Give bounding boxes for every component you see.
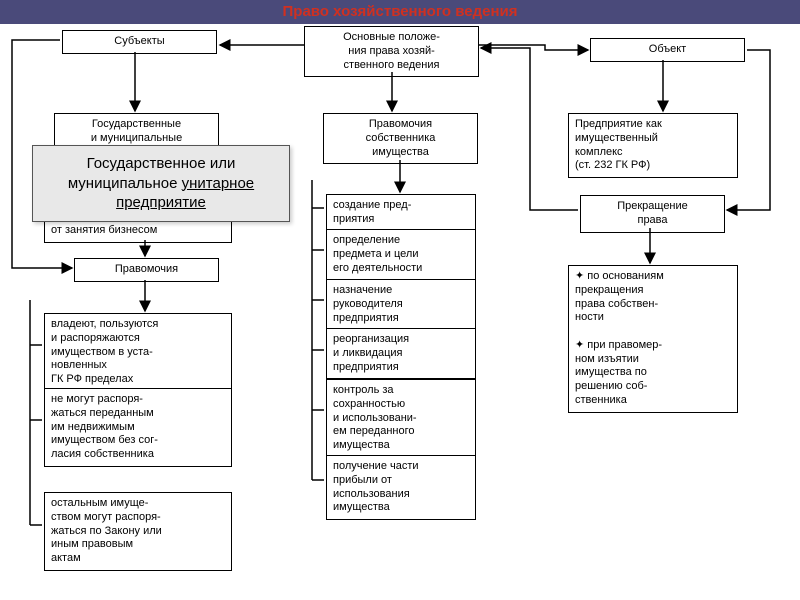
popup-line1: Государственное или [45,154,277,174]
box-a4: реорганизация и ликвидация предприятия [326,328,476,379]
box-object: Объект [590,38,745,62]
box-a6: получение части прибыли от использования… [326,455,476,520]
box-termlist: ✦ по основаниям прекращения права собств… [568,265,738,413]
popup-line2: муниципальное унитарное [45,174,277,194]
box-authority-owner: Правомочия собственника имущества [323,113,478,164]
box-p1: владеют, пользуются и распоряжаются имущ… [44,313,232,392]
box-enterprise: Предприятие как имущественный комплекс (… [568,113,738,178]
box-a5: контроль за сохранностью и использовани-… [326,379,476,458]
box-a2: определение предмета и цели его деятельн… [326,229,476,280]
popup-unitary-enterprise: Государственное или муниципальное унитар… [32,145,290,222]
box-a1: создание пред- приятия [326,194,476,232]
popup-line3: предприятие [45,193,277,213]
box-subjects: Субъекты [62,30,217,54]
title-bar: Право хозяйственного ведения [0,0,800,24]
box-main: Основные положе- ния права хозяй- ственн… [304,26,479,77]
box-p2: не могут распоря- жаться переданным им н… [44,388,232,467]
page-title: Право хозяйственного ведения [283,3,518,20]
box-p3: остальным имуще- ством могут распоря- жа… [44,492,232,571]
box-a3: назначение руководителя предприятия [326,279,476,330]
box-termination: Прекращение права [580,195,725,233]
box-authority: Правомочия [74,258,219,282]
